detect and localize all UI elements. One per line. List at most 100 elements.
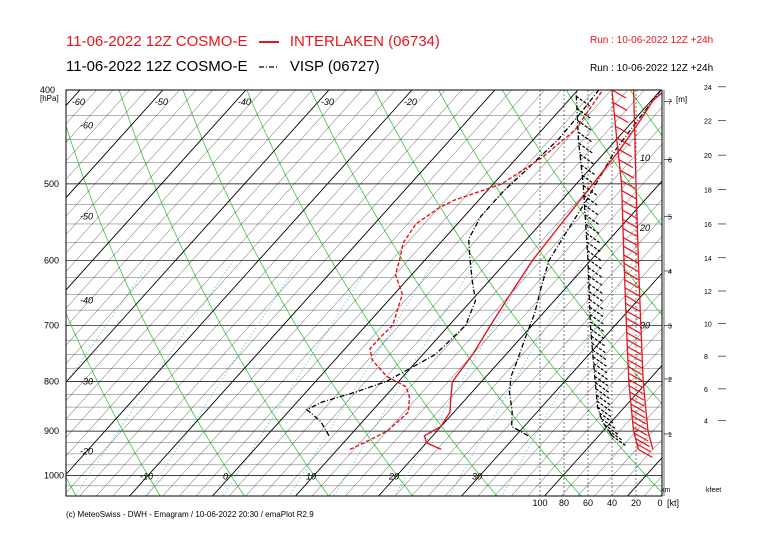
interlaken-wind-barb bbox=[622, 236, 638, 247]
mixing-ratio-line bbox=[449, 260, 585, 496]
visp-wind-speed-line bbox=[575, 90, 613, 437]
interlaken-wind-barb bbox=[631, 409, 646, 419]
mixing-ratio-line bbox=[74, 260, 234, 496]
interlaken-wind-barb bbox=[622, 209, 637, 219]
isotherm-line bbox=[660, 494, 662, 496]
pressure-tick-label: 800 bbox=[44, 377, 59, 387]
isotherm-line bbox=[66, 90, 396, 457]
isotherm-line bbox=[179, 90, 545, 496]
visp-wind-barb bbox=[577, 119, 592, 131]
interlaken-wind-barb bbox=[625, 302, 640, 312]
visp-wind-barb bbox=[586, 250, 602, 262]
isotherm-line bbox=[66, 90, 379, 438]
visp-wind-barb bbox=[584, 214, 600, 226]
interlaken-wind-barb bbox=[623, 245, 638, 255]
isotherm-line bbox=[66, 90, 363, 420]
wind-tick-label: 40 bbox=[607, 498, 617, 508]
visp-wind-barb bbox=[589, 306, 605, 318]
visp-wind-barb bbox=[611, 435, 627, 447]
isotherm-label-left: -50 bbox=[80, 211, 93, 221]
kfeet-bottom-label: kfeet bbox=[706, 487, 721, 494]
visp-wind-barb bbox=[593, 362, 608, 374]
interlaken-wind-barb bbox=[627, 359, 643, 369]
isotherm-line bbox=[345, 143, 662, 496]
isotherm-line bbox=[378, 180, 662, 496]
kfeet-tick-label: 22 bbox=[704, 118, 712, 125]
isotherm-line bbox=[66, 90, 164, 199]
isotherm-line bbox=[162, 90, 529, 496]
isotherm-line bbox=[66, 90, 213, 254]
kfeet-tick-label: 6 bbox=[704, 387, 708, 394]
interlaken-temperature-line bbox=[423, 91, 662, 451]
visp-wind-barb bbox=[603, 424, 619, 436]
visp-wind-barb bbox=[591, 342, 607, 354]
visp-temperature-line bbox=[508, 90, 662, 437]
isotherm-line bbox=[428, 236, 662, 496]
plot-frame bbox=[65, 89, 663, 497]
visp-wind-barb bbox=[594, 382, 610, 394]
isotherm-line bbox=[627, 457, 662, 496]
interlaken-wind-barb bbox=[635, 438, 650, 448]
km-tick-label: 4 bbox=[668, 269, 672, 276]
interlaken-wind-speed-line-b bbox=[632, 90, 654, 450]
visp-wind-barb bbox=[592, 349, 607, 361]
visp-wind-barb bbox=[579, 153, 595, 165]
visp-wind-barb bbox=[592, 356, 608, 368]
dry-adiabat-line bbox=[246, 90, 498, 496]
isotherm-line bbox=[66, 90, 263, 309]
interlaken-wind-barb bbox=[621, 199, 637, 209]
kfeet-tick-label: 8 bbox=[704, 354, 708, 361]
isotherm-label-top: -20 bbox=[404, 97, 417, 107]
interlaken-wind-barb bbox=[625, 317, 641, 327]
isotherm-line bbox=[278, 90, 645, 496]
dry-adiabat-line bbox=[182, 90, 414, 496]
visp-wind-barb bbox=[597, 406, 612, 418]
dry-adiabat-line bbox=[438, 90, 662, 405]
isotherm-line bbox=[594, 420, 662, 496]
visp-model-label: 11-06-2022 12Z COSMO-E bbox=[66, 58, 248, 75]
isotherm-line bbox=[295, 90, 662, 496]
interlaken-wind-barb bbox=[638, 448, 653, 458]
visp-wind-barb bbox=[590, 335, 606, 347]
interlaken-wind-barb bbox=[619, 169, 635, 179]
kfeet-tick-label: 12 bbox=[704, 289, 712, 296]
km-tick-label: 7 bbox=[668, 99, 672, 106]
visp-wind-barb bbox=[588, 291, 604, 303]
visp-wind-barb bbox=[588, 283, 604, 295]
visp-wind-barb bbox=[584, 204, 599, 216]
interlaken-wind-barb bbox=[612, 101, 628, 111]
visp-dewpoint-line bbox=[305, 90, 600, 437]
isotherm-line bbox=[66, 90, 330, 383]
isotherm-line bbox=[66, 90, 180, 217]
interlaken-wind-barb bbox=[627, 366, 643, 376]
isotherm-line bbox=[66, 90, 230, 272]
interlaken-wind-barb bbox=[624, 271, 639, 281]
interlaken-wind-barb bbox=[618, 159, 634, 169]
isotherm-label-bottom: 10 bbox=[306, 471, 316, 481]
isotherm-line bbox=[711, 90, 766, 496]
visp-wind-barb bbox=[601, 418, 616, 430]
isotherm-line bbox=[0, 90, 14, 496]
interlaken-wind-barb bbox=[614, 113, 629, 124]
interlaken-model-label: 11-06-2022 12Z COSMO-E bbox=[66, 33, 248, 50]
interlaken-legend-line-icon bbox=[258, 41, 279, 44]
pressure-tick-label: 500 bbox=[44, 179, 59, 189]
visp-wind-barb bbox=[576, 108, 592, 120]
kfeet-tick-label: 20 bbox=[704, 153, 712, 160]
visp-wind-barb bbox=[589, 298, 604, 310]
isotherm-label-bottom: 0 bbox=[223, 471, 228, 481]
interlaken-wind-barb bbox=[626, 339, 642, 349]
isotherm-label-bottom: -10 bbox=[140, 471, 153, 481]
interlaken-run-label: Run : 10-06-2022 12Z +24h bbox=[590, 35, 714, 46]
dry-adiabat-line bbox=[66, 124, 245, 496]
pressure-tick-label: 400 bbox=[40, 85, 55, 95]
interlaken-station-label: INTERLAKEN (06734) bbox=[289, 33, 440, 50]
isotherm-line bbox=[66, 90, 130, 162]
mixing-ratio-line bbox=[501, 260, 634, 496]
interlaken-wind-barb bbox=[628, 385, 644, 395]
visp-wind-barb bbox=[607, 429, 623, 441]
visp-wind-barb bbox=[581, 174, 597, 186]
interlaken-wind-barb bbox=[623, 262, 639, 272]
isotherm-line bbox=[228, 90, 595, 496]
interlaken-wind-barb bbox=[616, 137, 631, 147]
